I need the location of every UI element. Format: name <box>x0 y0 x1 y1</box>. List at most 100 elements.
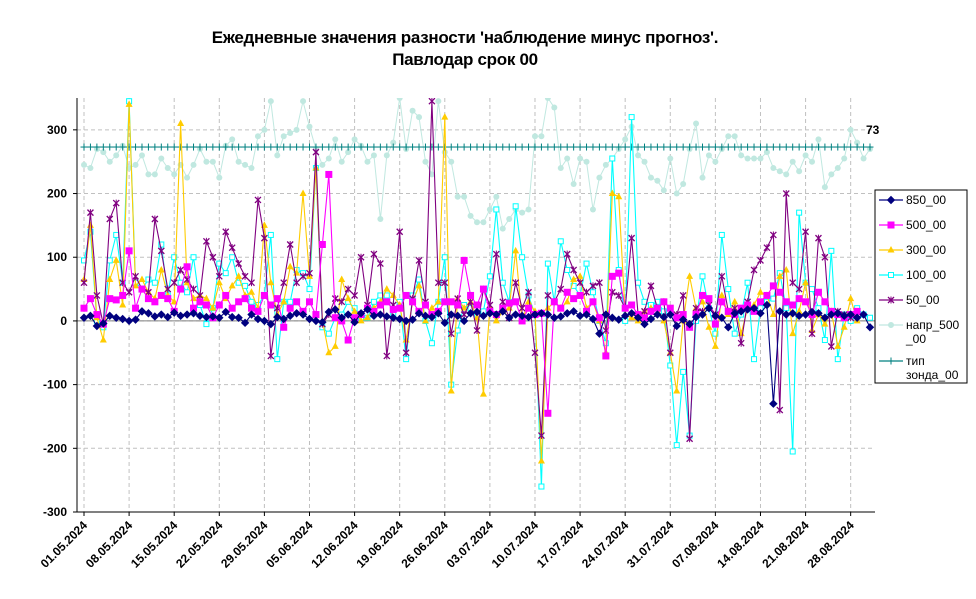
data-point-850_00 <box>227 312 237 322</box>
data-point-500_00 <box>673 314 681 322</box>
data-point-50_00 <box>396 228 404 236</box>
data-point-500_00 <box>570 295 578 303</box>
data-point-850_00 <box>608 313 617 322</box>
data-point-напр_500_00 <box>345 149 352 156</box>
data-point-напр_500_00 <box>647 174 654 181</box>
data-point-300_00 <box>421 316 429 324</box>
data-point-100_00 <box>106 257 113 264</box>
data-point-300_00 <box>608 189 616 197</box>
data-point-300_00 <box>789 329 797 337</box>
data-point-50_00 <box>280 279 288 287</box>
data-point-850_00 <box>279 314 288 324</box>
data-point-500_00 <box>280 323 288 331</box>
data-point-300_00 <box>351 307 359 314</box>
data-point-тип_зонда_00 <box>409 143 417 151</box>
data-point-500_00 <box>473 301 481 309</box>
data-point-100_00 <box>171 254 178 261</box>
data-point-тип_зонда_00 <box>686 143 694 151</box>
data-point-тип_зонда_00 <box>615 143 623 151</box>
data-point-тип_зонда_00 <box>254 143 262 151</box>
data-point-500_00 <box>711 320 719 328</box>
data-point-850_00 <box>672 321 681 331</box>
data-point-50_00 <box>750 266 758 274</box>
data-point-850_00 <box>807 307 817 317</box>
data-point-напр_500_00 <box>235 158 242 165</box>
data-point-850_00 <box>459 316 469 326</box>
data-point-100_00 <box>680 368 687 375</box>
data-point-500_00 <box>518 317 526 325</box>
data-point-100_00 <box>274 356 281 363</box>
data-point-850_00 <box>524 312 533 322</box>
data-point-300_00 <box>492 316 500 324</box>
data-point-тип_зонда_00 <box>821 143 829 151</box>
data-point-850_00 <box>169 308 179 317</box>
data-point-850_00 <box>318 317 327 327</box>
data-point-тип_зонда_00 <box>228 143 236 151</box>
data-point-100_00 <box>403 356 410 363</box>
data-point-500_00 <box>241 295 249 303</box>
data-point-50_00 <box>228 244 236 252</box>
data-point-100_00 <box>267 231 274 238</box>
data-point-850_00 <box>440 318 449 328</box>
data-point-тип_зонда_00 <box>866 143 874 151</box>
data-point-500_00 <box>744 301 752 309</box>
data-point-напр_500_00 <box>751 155 758 162</box>
data-point-50_00 <box>202 237 210 245</box>
legend-label: 500_00 <box>906 218 946 232</box>
data-point-50_00 <box>492 250 500 258</box>
data-point-850_00 <box>814 309 823 318</box>
data-point-850_00 <box>215 313 224 322</box>
x-tick-label: 03.07.2024 <box>444 518 497 571</box>
data-point-тип_зонда_00 <box>492 143 500 151</box>
data-point-напр_500_00 <box>589 206 596 213</box>
data-point-напр_500_00 <box>390 139 397 146</box>
data-point-напр_500_00 <box>287 130 294 137</box>
data-point-850_00 <box>324 307 334 317</box>
data-point-напр_500_00 <box>351 136 358 143</box>
data-point-тип_зонда_00 <box>190 143 198 151</box>
data-point-напр_500_00 <box>242 161 249 168</box>
data-point-500_00 <box>769 282 777 290</box>
data-point-тип_зонда_00 <box>415 143 423 151</box>
data-point-напр_500_00 <box>660 187 667 194</box>
data-point-300_00 <box>447 386 455 394</box>
data-point-50_00 <box>215 272 223 280</box>
data-point-50_00 <box>441 279 449 287</box>
data-point-100_00 <box>867 314 873 321</box>
y-tick-label: 0 <box>60 314 67 328</box>
data-point-500_00 <box>228 304 236 312</box>
data-point-тип_зонда_00 <box>544 143 552 151</box>
data-point-тип_зонда_00 <box>215 143 223 151</box>
data-point-100_00 <box>486 273 493 280</box>
data-point-напр_500_00 <box>744 155 751 162</box>
data-point-50_00 <box>808 330 816 338</box>
legend: 850_00 500_00 300_00 100_00 50_00 напр_500_00… <box>874 189 968 384</box>
data-point-300_00 <box>705 323 713 330</box>
data-point-850_00 <box>195 311 205 321</box>
data-point-100_00 <box>325 330 332 337</box>
data-point-тип_зонда_00 <box>93 143 101 151</box>
data-point-500_00 <box>273 295 281 303</box>
data-point-500_00 <box>151 298 159 306</box>
data-point-50_00 <box>112 199 120 207</box>
data-point-850_00 <box>311 316 321 326</box>
data-point-напр_500_00 <box>267 98 274 105</box>
data-point-850_00 <box>427 312 437 322</box>
data-point-500_00 <box>389 305 397 313</box>
data-point-850_00 <box>827 310 836 319</box>
data-point-напр_500_00 <box>776 168 783 175</box>
data-point-напр_500_00 <box>338 158 345 165</box>
data-point-300_00 <box>202 294 210 302</box>
data-point-напр_500_00 <box>506 216 513 223</box>
data-point-100_00 <box>821 337 828 344</box>
data-point-тип_зонда_00 <box>222 143 230 151</box>
data-point-напр_500_00 <box>203 158 210 165</box>
data-point-тип_зонда_00 <box>718 143 726 151</box>
data-point-500_00 <box>402 291 410 299</box>
data-point-тип_зонда_00 <box>260 143 268 151</box>
data-point-50_00 <box>615 291 623 299</box>
data-point-100_00 <box>287 298 294 305</box>
data-point-300_00 <box>769 310 777 318</box>
data-point-напр_500_00 <box>254 133 261 140</box>
data-point-напр_500_00 <box>834 165 841 172</box>
